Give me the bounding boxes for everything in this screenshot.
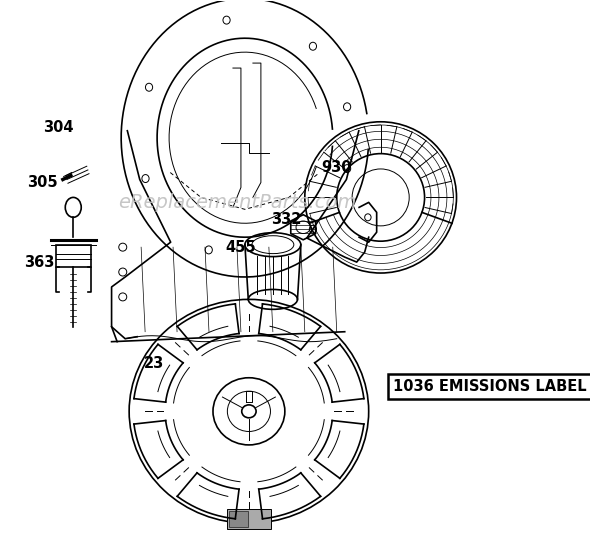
Text: eReplacementParts.com: eReplacementParts.com [118,193,356,212]
Text: 1036 EMISSIONS LABEL: 1036 EMISSIONS LABEL [392,379,586,394]
Text: 332: 332 [271,212,301,227]
Bar [55,245,91,267]
Text: 305: 305 [27,175,58,190]
Text: 930: 930 [321,160,351,175]
Bar [230,511,248,527]
Text: 363: 363 [24,255,54,270]
Text: 23: 23 [143,356,164,371]
Text: 455: 455 [225,240,255,255]
Text: 304: 304 [43,120,73,135]
Bar [227,509,271,529]
